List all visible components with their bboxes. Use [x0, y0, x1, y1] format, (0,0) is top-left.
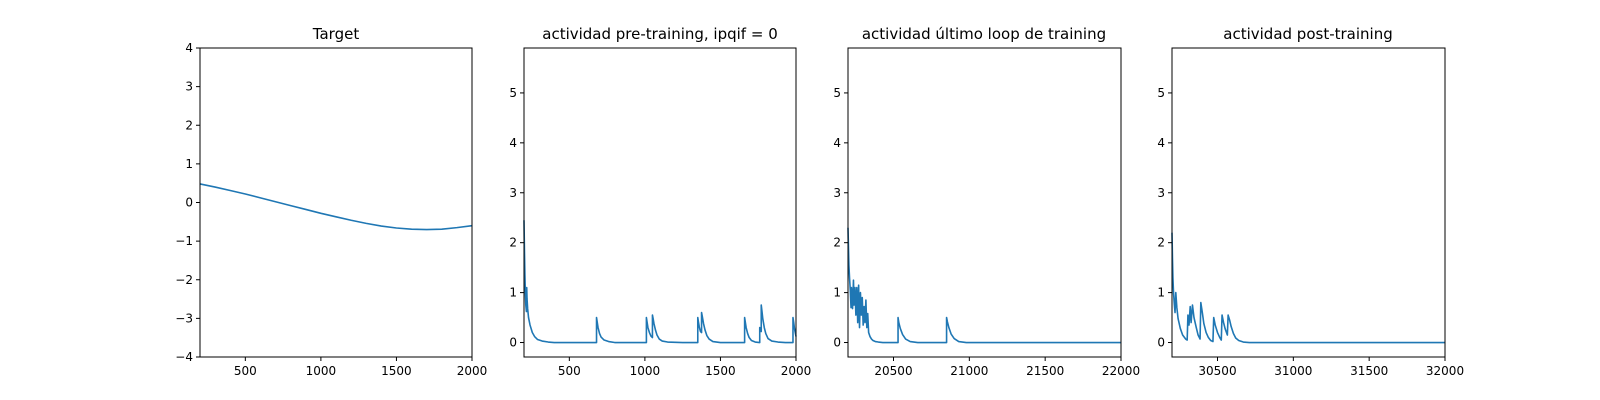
x-tick-label: 32000 [1426, 364, 1464, 378]
x-tick-label: 1000 [630, 364, 661, 378]
panel-title: Target [312, 25, 360, 43]
plot-frame [1171, 47, 1446, 358]
y-tick-label: −1 [175, 234, 193, 248]
x-tick-label: 500 [234, 364, 257, 378]
panel-marks: 30500 31000 31500 32000 0 1 2 3 4 5 [1157, 86, 1464, 378]
x-tick-label: 21500 [1026, 364, 1064, 378]
plot-frame [199, 47, 473, 358]
x-tick-label: 500 [558, 364, 581, 378]
panel-title: actividad último loop de training [862, 25, 1106, 43]
x-tick-label: 1500 [705, 364, 736, 378]
panel-title: actividad post-training [1223, 25, 1392, 43]
x-tick-label: 1500 [381, 364, 412, 378]
y-tick-label: −3 [175, 311, 193, 325]
y-tick-label: 5 [509, 86, 517, 100]
panel-marks: 500 1000 1500 2000 0 1 2 3 4 5 [509, 86, 811, 378]
y-tick-label: 1 [833, 286, 841, 300]
plot-area [848, 48, 1121, 357]
y-tick-label: 2 [1157, 236, 1165, 250]
plot-frame [847, 47, 1122, 358]
panel-last-training-loop: actividad último loop de training 20500 2… [833, 25, 1140, 378]
y-tick-label: 3 [833, 186, 841, 200]
y-tick-label: 1 [1157, 286, 1165, 300]
y-tick-label: 2 [509, 236, 517, 250]
y-tick-label: 3 [509, 186, 517, 200]
x-tick-label: 30500 [1198, 364, 1236, 378]
plot-area [1172, 48, 1445, 357]
y-tick-label: 0 [833, 336, 841, 350]
y-tick-label: −2 [175, 273, 193, 287]
y-tick-label: 4 [1157, 136, 1165, 150]
y-tick-label: 1 [185, 157, 193, 171]
plot-area [200, 48, 472, 357]
x-tick-label: 2000 [781, 364, 812, 378]
panel-post-training: actividad post-training 30500 31000 31500 3… [1157, 25, 1464, 378]
y-tick-label: 0 [509, 336, 517, 350]
series-line [523, 220, 797, 344]
y-tick-label: 0 [1157, 336, 1165, 350]
x-tick-label: 2000 [457, 364, 488, 378]
y-tick-label: 0 [185, 196, 193, 210]
y-tick-label: −4 [175, 350, 193, 364]
y-tick-label: 4 [833, 136, 841, 150]
x-tick-label: 1000 [306, 364, 337, 378]
series-line [847, 227, 1121, 344]
x-tick-label: 21000 [950, 364, 988, 378]
y-tick-label: 5 [1157, 86, 1165, 100]
y-tick-label: 3 [1157, 186, 1165, 200]
plot-area [524, 48, 796, 357]
y-tick-label: 1 [509, 286, 517, 300]
series-line [1171, 232, 1445, 344]
y-tick-label: 3 [185, 80, 193, 94]
plot-frame [523, 47, 797, 358]
y-tick-label: 5 [833, 86, 841, 100]
panel-pre-training: actividad pre-training, ipqif = 0 500 100… [509, 25, 811, 378]
y-tick-label: 2 [185, 118, 193, 132]
y-tick-label: 4 [185, 41, 193, 55]
panel-marks: 20500 21000 21500 22000 0 1 2 3 4 5 [833, 86, 1140, 378]
x-tick-label: 20500 [874, 364, 912, 378]
x-tick-label: 31500 [1350, 364, 1388, 378]
series-line [199, 183, 473, 231]
panel-marks: 500 1000 1500 2000 −4 −3 −2 −1 0 1 2 3 4 [175, 41, 487, 378]
x-tick-label: 22000 [1102, 364, 1140, 378]
panel-title: actividad pre-training, ipqif = 0 [542, 25, 778, 43]
y-tick-label: 2 [833, 236, 841, 250]
panel-target: Target 500 1000 1500 2000 −4 −3 −2 −1 0 1 2 3 4 [175, 25, 487, 378]
y-tick-label: 4 [509, 136, 517, 150]
x-tick-label: 31000 [1274, 364, 1312, 378]
